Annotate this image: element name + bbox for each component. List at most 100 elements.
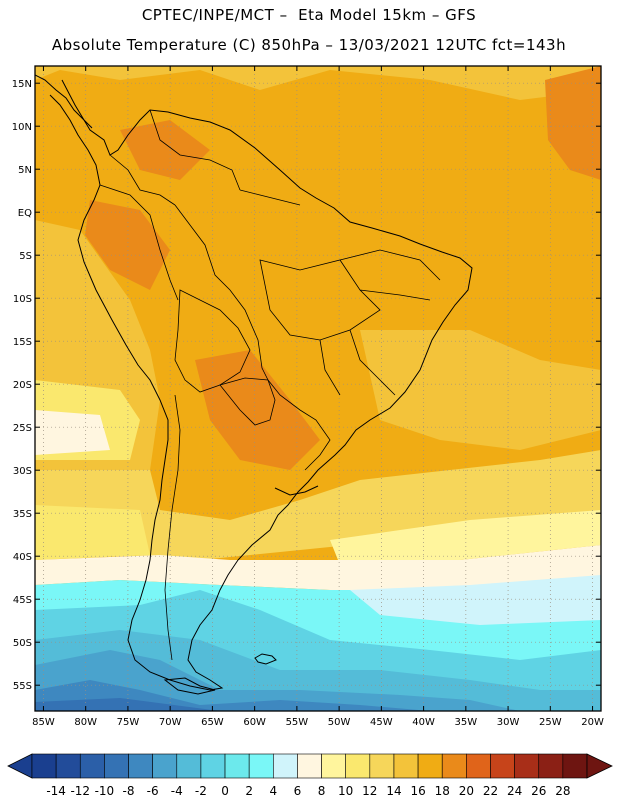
colorbar-swatch xyxy=(321,753,346,779)
colorbar-label: -4 xyxy=(171,784,183,798)
colorbar-swatch xyxy=(562,753,588,779)
axis-labels: 15N 10N 5N EQ 5S 10S 15S 20S 25S 30S 35S 40S 45S 50S 5… xyxy=(12,79,604,728)
lon-tick-label: 25W xyxy=(539,717,562,728)
colorbar-swatch xyxy=(417,753,443,779)
lat-tick-label: 15N xyxy=(12,79,32,90)
map-title-line-1: CPTEC/INPE/MCT – Eta Model 15km – GFS xyxy=(141,6,477,24)
colorbar-swatch xyxy=(466,753,491,779)
colorbar-label: 8 xyxy=(318,784,326,798)
lat-tick-label: 45S xyxy=(13,595,32,606)
field-band-6 xyxy=(350,575,601,625)
colorbar-swatch xyxy=(514,753,540,779)
field-hot-chaco xyxy=(195,350,320,470)
colorbar-label: -2 xyxy=(195,784,207,798)
argentina-border xyxy=(164,394,181,661)
lat-tick-label: 15S xyxy=(13,337,32,348)
map-frame xyxy=(34,65,602,712)
lon-tick-label: 85W xyxy=(32,717,55,728)
central-america-coastline xyxy=(35,74,93,129)
colorbar-swatch xyxy=(273,753,298,779)
colorbar-swatch xyxy=(200,753,226,779)
colorbar-label: -10 xyxy=(95,784,115,798)
lon-tick-label: 40W xyxy=(412,717,435,728)
colorbar-label: 14 xyxy=(386,784,401,798)
colorbar-arrow-right xyxy=(586,753,613,779)
brazil-states-border xyxy=(259,249,441,396)
field-band-12-south xyxy=(35,505,150,560)
colorbar-label: 4 xyxy=(269,784,277,798)
lon-tick-label: 70W xyxy=(159,717,182,728)
axis-ticks xyxy=(35,66,601,711)
lat-tick-label: 10S xyxy=(13,294,32,305)
south-america-coastline xyxy=(49,79,473,691)
colorbar-label: -6 xyxy=(147,784,159,798)
lon-tick-label: 50W xyxy=(328,717,351,728)
colorbar-label: 24 xyxy=(507,784,522,798)
colorbar-swatch xyxy=(297,753,322,779)
colorbar-swatch xyxy=(441,753,467,779)
colorbar-label: 20 xyxy=(459,784,474,798)
lon-tick-label: 80W xyxy=(74,717,97,728)
uruguay-coastline xyxy=(274,485,319,496)
lat-tick-label: 25S xyxy=(13,423,32,434)
bolivia-border xyxy=(174,289,251,393)
lat-tick-label: 40S xyxy=(13,552,32,563)
colorbar-swatch xyxy=(79,753,105,779)
map-title-line-2: Absolute Temperature (C) 850hPa – 13/03/… xyxy=(51,36,567,54)
colombia-border xyxy=(109,154,176,206)
field-hot-venezuela xyxy=(120,120,210,180)
lon-tick-label: 20W xyxy=(581,717,604,728)
field-band-8 xyxy=(35,410,110,455)
colorbar-swatch xyxy=(538,753,564,779)
tierra-del-fuego-coastline xyxy=(163,677,216,695)
paraguay-border xyxy=(219,377,276,426)
lon-tick-label: 75W xyxy=(117,717,140,728)
field-zone-east-atlantic xyxy=(360,330,601,450)
brazil-south-border xyxy=(267,379,331,471)
colorbar-swatch xyxy=(152,753,178,779)
colorbar-label: 22 xyxy=(483,784,498,798)
lat-tick-label: 10N xyxy=(12,122,32,133)
colorbar-swatch xyxy=(55,753,81,779)
lon-tick-label: 65W xyxy=(201,717,224,728)
lon-tick-label: 55W xyxy=(286,717,309,728)
field-band-8-south xyxy=(35,545,601,590)
lat-tick-label: 35S xyxy=(13,509,32,520)
colorbar-swatch xyxy=(176,753,202,779)
field-hot-atlantic xyxy=(545,66,601,180)
colorbar-label: 6 xyxy=(294,784,302,798)
field-zone-north xyxy=(35,66,601,100)
field-band-minus-6 xyxy=(35,698,220,711)
colorbar-swatch xyxy=(393,753,419,779)
lon-tick-label: 45W xyxy=(370,717,393,728)
colorbar-label: 16 xyxy=(410,784,425,798)
temperature-colorbar xyxy=(7,753,613,779)
colorbar-label: -14 xyxy=(46,784,66,798)
peru-border xyxy=(99,184,179,301)
colorbar-label: 18 xyxy=(435,784,450,798)
colorbar-swatch xyxy=(345,753,371,779)
colorbar-swatch xyxy=(248,753,274,779)
field-hot-peru xyxy=(85,200,170,290)
coastline-layer xyxy=(35,74,473,695)
field-band-10 xyxy=(330,510,601,565)
lat-tick-label: 30S xyxy=(13,466,32,477)
colorbar-swatch xyxy=(224,753,250,779)
lat-tick-label: EQ xyxy=(18,208,32,219)
colorbar-arrow-left xyxy=(7,753,33,779)
lat-tick-label: 5S xyxy=(19,251,32,262)
colorbar-swatch xyxy=(490,753,515,779)
colorbar-swatch xyxy=(128,753,153,779)
temperature-field xyxy=(35,66,601,711)
guianas-border xyxy=(239,189,301,206)
colorbar-label: 12 xyxy=(362,784,377,798)
colorbar-swatch xyxy=(369,753,395,779)
colorbar-swatch xyxy=(104,753,129,779)
lat-tick-label: 55S xyxy=(13,681,32,692)
colorbar-label: -8 xyxy=(123,784,135,798)
colorbar-label: 28 xyxy=(555,784,570,798)
colorbar-label: 26 xyxy=(531,784,546,798)
country-borders xyxy=(99,109,441,661)
lat-tick-label: 20S xyxy=(13,380,32,391)
